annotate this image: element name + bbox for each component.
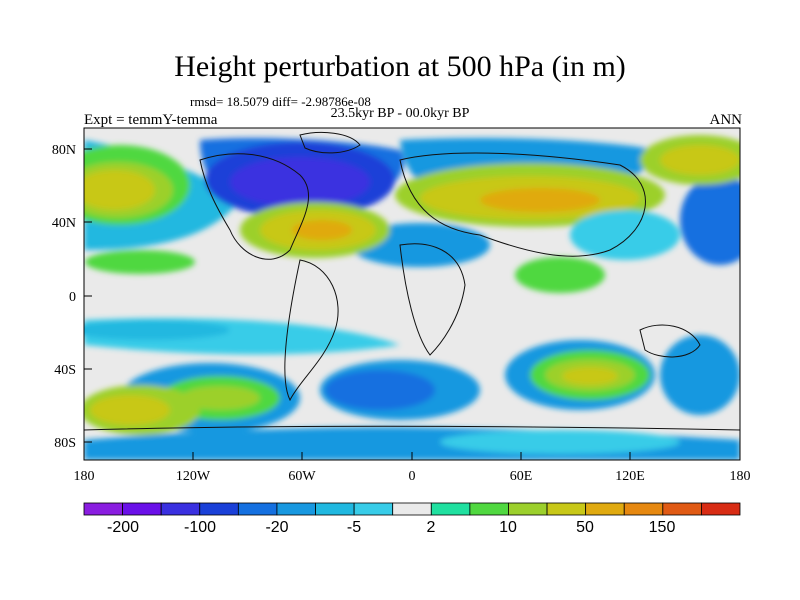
- colorbar-label: -5: [347, 519, 361, 536]
- lat-tick-40n: 40N: [52, 216, 76, 231]
- coastlines: [84, 131, 740, 431]
- lon-tick-180w: 180: [74, 469, 95, 484]
- period-label: 23.5kyr BP - 00.0kyr BP: [330, 106, 470, 121]
- colorbar-swatch: [508, 502, 548, 516]
- lon-tick-60e: 60E: [510, 469, 533, 484]
- colorbar-swatch: [430, 502, 471, 516]
- colorbar-swatch: [469, 502, 509, 516]
- colorbar-label: 2: [427, 519, 436, 536]
- lon-axis: 180 120W 60W 0 60E 120E 180: [74, 452, 751, 484]
- colorbar-label: 10: [499, 519, 517, 536]
- colorbar-labels: -200 -100 -20 -5 2 10 50 150: [107, 519, 675, 536]
- map-title: Height perturbation at 500 hPa (in m): [174, 50, 626, 83]
- colorbar-swatch: [353, 502, 394, 516]
- colorbar-swatch: [392, 502, 432, 516]
- colorbar-swatch: [585, 502, 625, 516]
- lat-axis: 80N 40N 0 40S 80S: [52, 143, 92, 451]
- lat-tick-40s: 40S: [54, 363, 76, 378]
- colorbar-swatch: [315, 502, 355, 516]
- colorbar: [83, 502, 741, 516]
- lon-tick-120e: 120E: [615, 469, 645, 484]
- colorbar-swatch: [276, 502, 316, 516]
- height-field: [84, 128, 740, 460]
- colorbar-label: 150: [649, 519, 676, 536]
- colorbar-swatch: [199, 502, 239, 516]
- colorbar-swatch: [546, 502, 587, 516]
- lat-tick-0: 0: [69, 290, 76, 305]
- lat-tick-80n: 80N: [52, 143, 76, 158]
- lon-tick-180e: 180: [730, 469, 751, 484]
- colorbar-label: -20: [265, 519, 288, 536]
- experiment-label: Expt = temmY-temma: [84, 112, 218, 128]
- colorbar-swatch: [701, 502, 741, 516]
- stats-label: rmsd= 18.5079 diff= -2.98786e-08: [190, 94, 371, 109]
- season-label: ANN: [709, 112, 743, 128]
- lon-tick-120w: 120W: [176, 469, 211, 484]
- lon-tick-60w: 60W: [288, 469, 316, 484]
- lat-tick-80s: 80S: [54, 436, 76, 451]
- colorbar-swatch: [237, 502, 278, 516]
- colorbar-label: -200: [107, 519, 139, 536]
- colorbar-swatch: [662, 502, 702, 516]
- colorbar-swatch: [623, 502, 664, 516]
- colorbar-label: -100: [184, 519, 216, 536]
- colorbar-swatch: [160, 502, 201, 516]
- colorbar-swatch: [122, 502, 162, 516]
- colorbar-swatch: [83, 502, 123, 516]
- colorbar-label: 50: [576, 519, 594, 536]
- lon-tick-0: 0: [409, 469, 416, 484]
